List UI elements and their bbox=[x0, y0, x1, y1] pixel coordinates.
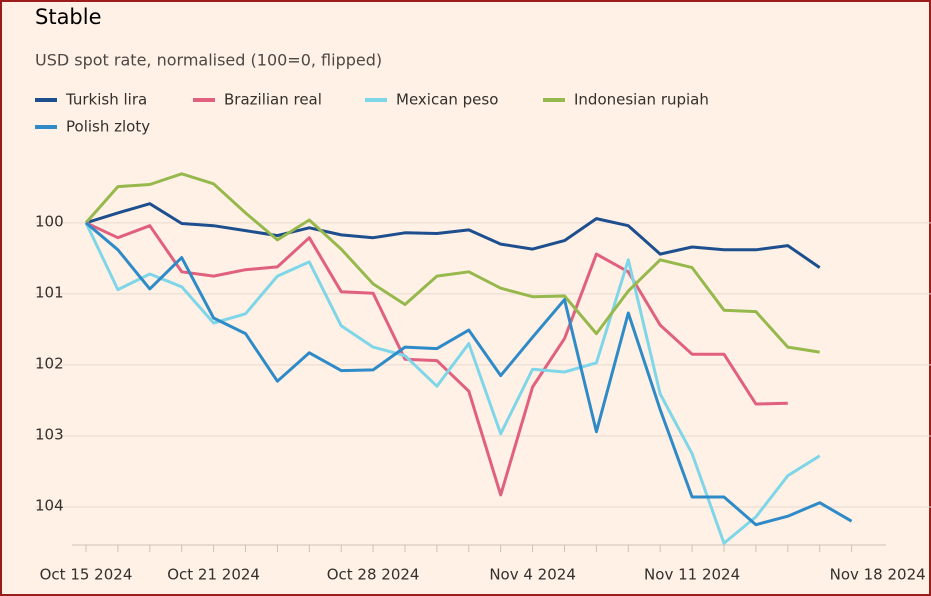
x-tick-label: Oct 21 2024 bbox=[167, 566, 260, 584]
y-tick-label: 103 bbox=[35, 425, 64, 443]
x-tick-label: Nov 18 2024 bbox=[830, 566, 926, 584]
y-tick-label: 104 bbox=[35, 496, 64, 514]
series-line bbox=[85, 202, 821, 269]
series-line bbox=[85, 221, 788, 497]
chart-title: Stable bbox=[35, 5, 102, 29]
series-line bbox=[84, 222, 821, 545]
legend-label: Polish zloty bbox=[66, 118, 150, 136]
legend-label: Indonesian rupiah bbox=[574, 91, 709, 109]
x-tick-label: Nov 4 2024 bbox=[489, 566, 576, 584]
y-tick-label: 100 bbox=[35, 212, 64, 230]
y-tick-label: 101 bbox=[35, 283, 64, 301]
chart-subtitle: USD spot rate, normalised (100=0, flippe… bbox=[35, 51, 382, 70]
y-tick-label: 102 bbox=[35, 354, 64, 372]
legend-label: Brazilian real bbox=[224, 91, 322, 109]
x-tick-label: Oct 28 2024 bbox=[327, 566, 420, 584]
series-line bbox=[84, 172, 820, 354]
legend-label: Turkish lira bbox=[65, 91, 147, 109]
x-tick-label: Nov 11 2024 bbox=[644, 566, 740, 584]
series-line bbox=[85, 221, 853, 527]
x-tick-label: Oct 15 2024 bbox=[40, 566, 133, 584]
legend-label: Mexican peso bbox=[396, 91, 498, 109]
